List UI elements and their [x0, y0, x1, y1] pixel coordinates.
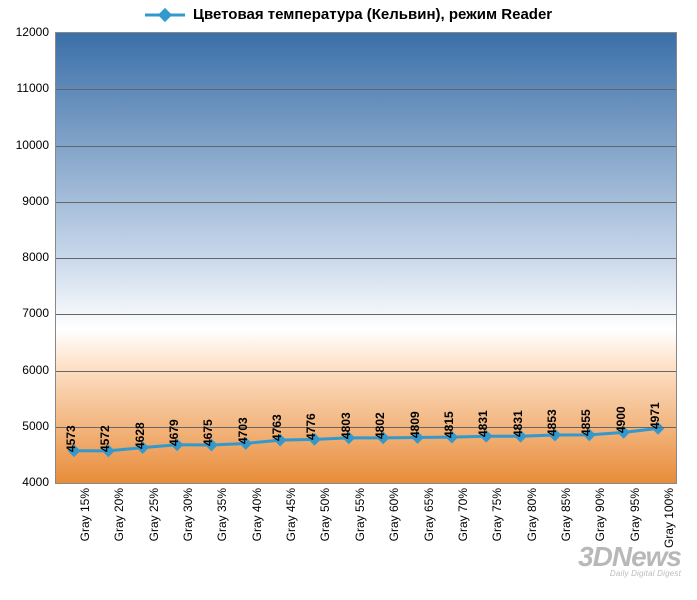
x-axis-tick-label: Gray 55% [353, 488, 367, 541]
data-point-label: 4900 [614, 407, 628, 434]
watermark-tagline: Daily Digital Digest [578, 569, 681, 578]
data-point-label: 4703 [236, 418, 250, 445]
y-axis-tick-label: 9000 [5, 194, 49, 208]
gridline [56, 146, 676, 147]
gridline [56, 89, 676, 90]
data-point-label: 4815 [442, 411, 456, 438]
x-axis-tick-label: Gray 20% [112, 488, 126, 541]
data-point-label: 4763 [270, 414, 284, 441]
x-axis-tick-label: Gray 30% [181, 488, 195, 541]
y-axis-tick-label: 6000 [5, 363, 49, 377]
x-axis-tick-label: Gray 95% [628, 488, 642, 541]
data-point-label: 4628 [133, 422, 147, 449]
gridline [56, 371, 676, 372]
legend-marker [145, 8, 185, 22]
x-axis-tick-label: Gray 50% [318, 488, 332, 541]
data-point-label: 4675 [201, 419, 215, 446]
x-axis-tick-label: Gray 25% [147, 488, 161, 541]
gridline [56, 258, 676, 259]
x-axis-tick-label: Gray 70% [456, 488, 470, 541]
data-point-label: 4776 [304, 414, 318, 441]
data-point-label: 4971 [648, 403, 662, 430]
y-axis-tick-label: 7000 [5, 306, 49, 320]
data-point-label: 4572 [98, 425, 112, 452]
x-axis-tick-label: Gray 40% [250, 488, 264, 541]
x-axis-tick-label: Gray 90% [593, 488, 607, 541]
x-axis-tick-label: Gray 80% [525, 488, 539, 541]
data-point-label: 4853 [545, 409, 559, 436]
chart-legend: Цветовая температура (Кельвин), режим Re… [0, 6, 697, 23]
gridline [56, 202, 676, 203]
x-axis-tick-label: Gray 45% [284, 488, 298, 541]
data-point-label: 4831 [476, 411, 490, 438]
y-axis-tick-label: 12000 [5, 25, 49, 39]
data-point-label: 4855 [579, 409, 593, 436]
y-axis-tick-label: 11000 [5, 81, 49, 95]
data-point-label: 4809 [408, 412, 422, 439]
watermark: 3DNews Daily Digital Digest [578, 544, 681, 578]
x-axis-tick-label: Gray 100% [662, 488, 676, 548]
gridline [56, 314, 676, 315]
legend-label: Цветовая температура (Кельвин), режим Re… [193, 6, 552, 23]
x-axis-tick-label: Gray 65% [422, 488, 436, 541]
x-axis-tick-label: Gray 85% [559, 488, 573, 541]
chart-container: Цветовая температура (Кельвин), режим Re… [0, 0, 697, 600]
y-axis-tick-label: 5000 [5, 419, 49, 433]
data-point-label: 4803 [339, 412, 353, 439]
x-axis-tick-label: Gray 15% [78, 488, 92, 541]
data-point-label: 4802 [373, 412, 387, 439]
data-point-label: 4831 [511, 411, 525, 438]
y-axis-tick-label: 10000 [5, 138, 49, 152]
x-axis-tick-label: Gray 35% [215, 488, 229, 541]
data-point-label: 4679 [167, 419, 181, 446]
x-axis-tick-label: Gray 75% [490, 488, 504, 541]
y-axis-tick-label: 4000 [5, 475, 49, 489]
x-axis-tick-label: Gray 60% [387, 488, 401, 541]
data-point-label: 4573 [64, 425, 78, 452]
y-axis-tick-label: 8000 [5, 250, 49, 264]
